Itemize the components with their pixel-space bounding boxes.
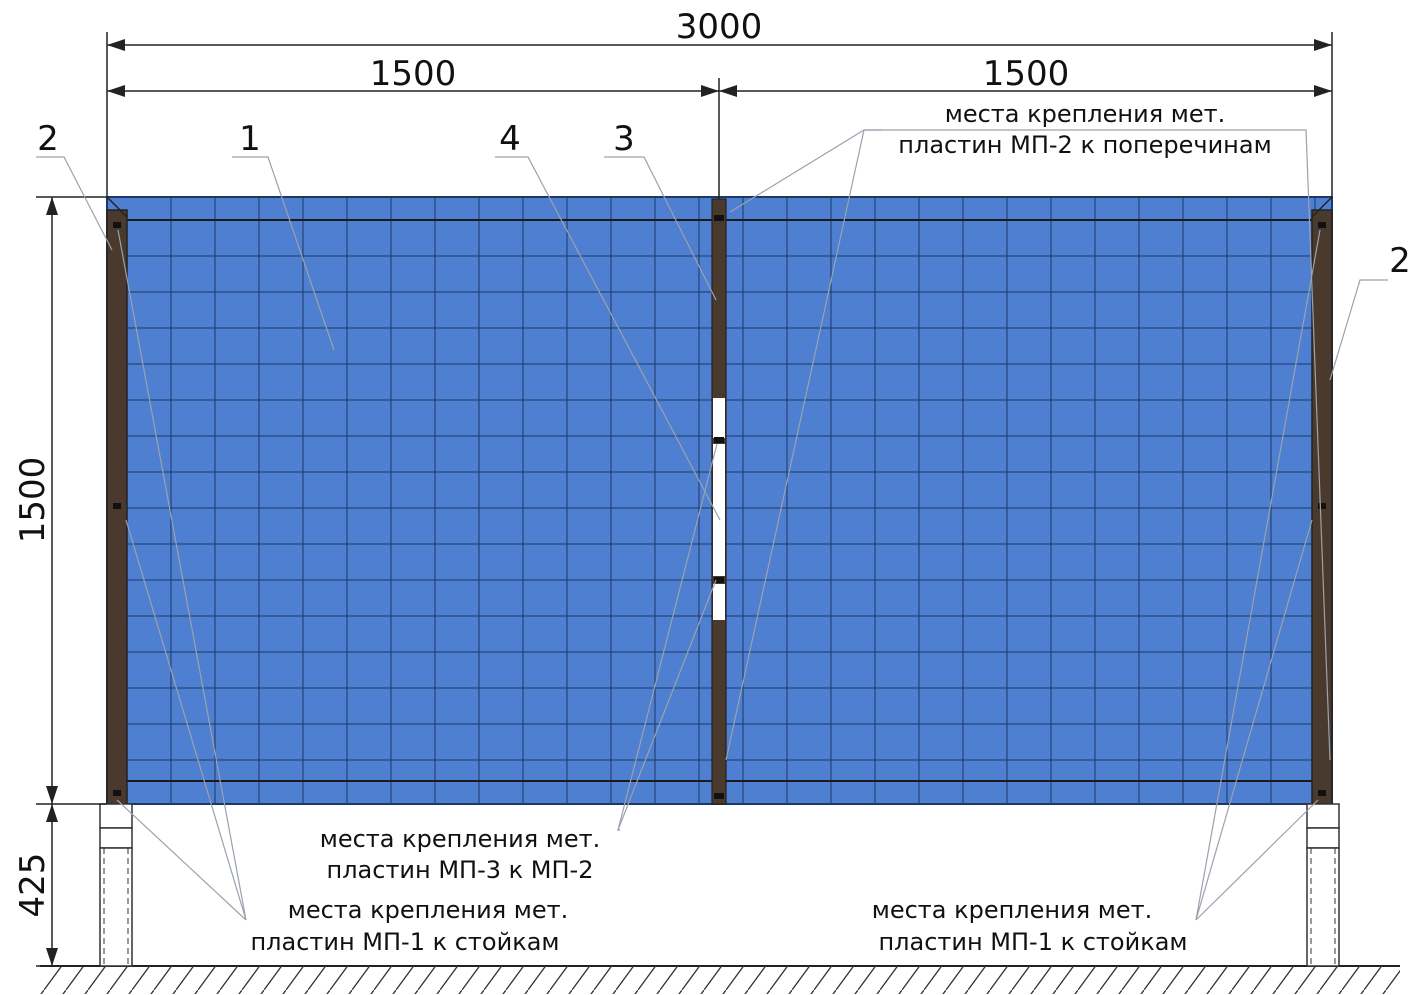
callout-post-right: 2 [1389, 241, 1411, 281]
foundation-right [1306, 803, 1340, 967]
dim-post-height: 425 [13, 853, 53, 918]
callout-post-left: 2 [37, 119, 59, 159]
dim-left-width: 1500 [370, 54, 457, 94]
ground [40, 965, 1400, 994]
center-post [711, 198, 727, 805]
dim-height: 1500 [13, 457, 53, 544]
note-mp2-line1: места крепления мет. [945, 100, 1226, 128]
foundation-left [99, 803, 133, 967]
post-left [106, 196, 128, 805]
dimension-lines [36, 32, 1333, 967]
dim-right-width: 1500 [983, 54, 1070, 94]
note-mp3-line2: пластин МП-3 к МП-2 [327, 856, 594, 884]
note-mp1-right-line1: места крепления мет. [872, 896, 1153, 924]
leader-lines [36, 129, 1388, 921]
dim-total-width: 3000 [676, 7, 763, 47]
callout-plate: 4 [499, 119, 521, 159]
note-mp1-left-line1: места крепления мет. [288, 896, 569, 924]
post-right [1311, 196, 1333, 805]
callout-mesh: 1 [239, 119, 261, 159]
note-mp1-right-line2: пластин МП-1 к стойкам [878, 928, 1187, 956]
note-mp2-line2: пластин МП-2 к поперечинам [898, 131, 1271, 159]
note-mp1-left-line2: пластин МП-1 к стойкам [250, 928, 559, 956]
note-mp3-line1: места крепления мет. [320, 825, 601, 853]
callout-crossbar: 3 [613, 119, 635, 159]
